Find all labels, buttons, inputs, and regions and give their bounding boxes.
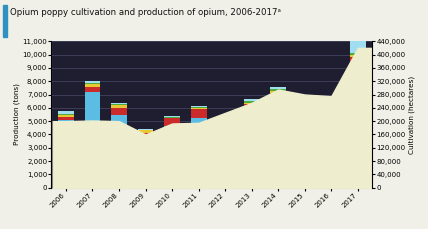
Bar — [137, 129, 154, 130]
Bar — [84, 92, 101, 188]
Bar — [297, 148, 313, 188]
Bar — [297, 136, 313, 148]
Bar — [350, 57, 366, 68]
Bar — [244, 120, 260, 188]
Bar — [297, 133, 313, 136]
Bar — [84, 87, 101, 92]
Bar — [270, 93, 286, 105]
Bar — [58, 117, 74, 120]
Bar — [217, 131, 233, 141]
Bar — [164, 117, 180, 118]
Bar — [217, 141, 233, 188]
Bar — [190, 108, 207, 109]
Bar — [244, 103, 260, 104]
Bar — [244, 98, 260, 101]
Bar — [190, 118, 207, 188]
Bar — [350, 55, 366, 57]
Bar — [190, 109, 207, 118]
Bar — [58, 115, 74, 117]
Bar — [217, 127, 233, 128]
Bar — [111, 114, 127, 188]
Bar — [111, 104, 127, 105]
Bar — [137, 136, 154, 188]
Bar — [297, 128, 313, 133]
Bar — [270, 105, 286, 188]
Bar — [323, 110, 339, 112]
Bar — [84, 81, 101, 82]
Bar — [270, 90, 286, 93]
Bar — [164, 118, 180, 126]
Bar — [137, 131, 154, 133]
Bar — [58, 120, 74, 188]
Y-axis label: Production (tons): Production (tons) — [13, 84, 20, 145]
Bar — [111, 105, 127, 108]
Bar — [350, 53, 366, 55]
Y-axis label: Cultivation (hectares): Cultivation (hectares) — [409, 75, 415, 154]
Bar — [84, 84, 101, 87]
Bar — [190, 107, 207, 108]
Bar — [84, 82, 101, 84]
Bar — [190, 106, 207, 107]
Bar — [111, 103, 127, 104]
Bar — [323, 114, 339, 116]
Bar — [58, 114, 74, 115]
Text: Opium poppy cultivation and production of opium, 2006-2017ᵃ: Opium poppy cultivation and production o… — [10, 8, 281, 17]
Bar — [350, 41, 366, 53]
Bar — [137, 133, 154, 136]
Bar — [164, 126, 180, 188]
Bar — [217, 129, 233, 131]
Bar — [244, 104, 260, 120]
Bar — [111, 108, 127, 114]
Bar — [58, 111, 74, 114]
Bar — [217, 128, 233, 129]
Bar — [270, 89, 286, 90]
Bar — [323, 112, 339, 114]
Bar — [323, 132, 339, 188]
Bar — [350, 68, 366, 188]
Bar — [137, 130, 154, 131]
Bar — [323, 116, 339, 132]
Bar — [244, 101, 260, 103]
Bar — [270, 87, 286, 89]
